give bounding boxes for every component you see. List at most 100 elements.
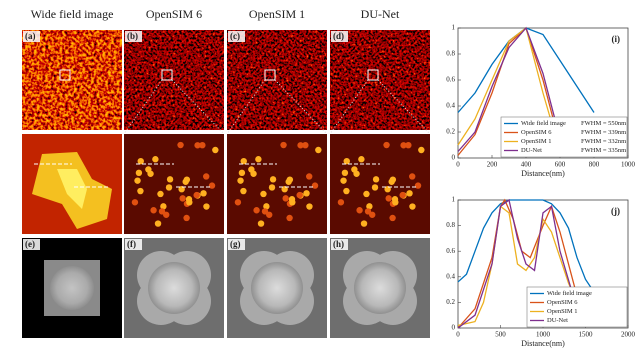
spot <box>212 146 219 154</box>
spot <box>280 141 287 149</box>
spot <box>414 182 422 189</box>
blur-core <box>57 169 87 209</box>
spot <box>131 199 139 206</box>
chart-label: (j) <box>611 206 620 216</box>
spot <box>134 177 141 184</box>
x-tick-label: 600 <box>555 161 566 169</box>
x-tick-label: 800 <box>589 161 600 169</box>
roi-box <box>367 69 379 81</box>
legend-label: DU-Net <box>547 317 568 324</box>
legend-box <box>500 116 628 158</box>
panel-label: (e) <box>25 239 35 249</box>
x-tick-label: 0 <box>456 331 460 339</box>
spot <box>240 157 247 165</box>
spot <box>409 203 416 210</box>
spot <box>183 176 191 183</box>
legend-fwhm: FWHM = 339nm <box>581 129 626 136</box>
panel-label-bg <box>331 239 348 250</box>
chart-label: (i) <box>612 34 621 44</box>
spot <box>208 182 216 189</box>
x-tick-label: 500 <box>495 331 506 339</box>
series-line <box>457 198 587 329</box>
column-header: DU-Net <box>361 7 400 21</box>
zoom-guide <box>123 79 163 135</box>
spectrum-core <box>50 266 94 310</box>
spot <box>302 141 309 149</box>
y-tick-label: 0.6 <box>446 76 455 84</box>
spot <box>385 195 392 202</box>
roi-box <box>161 69 173 81</box>
spot <box>371 184 379 191</box>
roi-box <box>264 69 276 81</box>
zoom-guide <box>171 79 225 135</box>
spot <box>240 187 247 195</box>
zoom-image <box>124 134 224 234</box>
spot <box>137 157 144 165</box>
spot <box>389 176 397 183</box>
raw-image-noise <box>22 30 122 130</box>
spot <box>286 214 293 222</box>
series-line <box>457 26 561 152</box>
y-tick-label: 0.4 <box>446 102 455 110</box>
spot <box>391 196 399 203</box>
spot <box>199 141 206 149</box>
y-tick-label: 0.8 <box>446 50 455 58</box>
spot <box>185 196 193 203</box>
spot <box>137 187 144 195</box>
legend-fwhm: FWHM = 335nm <box>581 147 626 154</box>
spot <box>363 190 370 198</box>
spot <box>253 207 260 214</box>
legend-label: OpenSIM 6 <box>547 299 578 306</box>
spot <box>200 190 207 197</box>
x-tick-label: 400 <box>521 161 532 169</box>
series-line <box>457 26 561 156</box>
panel-label-bg <box>331 31 348 42</box>
spot <box>409 173 416 180</box>
raw-image-noise <box>330 30 430 130</box>
x-tick-label: 200 <box>487 161 498 169</box>
legend-label: OpenSIM 6 <box>521 129 552 136</box>
spot <box>389 214 396 222</box>
y-tick-label: 0.6 <box>446 247 455 255</box>
spot <box>179 195 186 202</box>
spot <box>165 184 173 191</box>
y-tick-label: 0 <box>452 324 456 332</box>
panel-label: (f) <box>127 239 136 249</box>
column-header: Wide field image <box>31 7 114 21</box>
x-axis-label: Distance(nm) <box>521 339 565 348</box>
spot <box>353 170 360 177</box>
x-tick-label: 1000 <box>621 161 636 169</box>
spot <box>282 195 289 202</box>
spot <box>364 208 372 215</box>
y-tick-label: 0.2 <box>446 298 455 306</box>
spot <box>268 184 276 191</box>
spot <box>399 191 406 199</box>
panel-label-bg <box>23 31 40 42</box>
raw-image-noise <box>227 30 327 130</box>
spot <box>166 176 174 183</box>
y-tick-label: 0.4 <box>446 272 455 280</box>
x-tick-label: 0 <box>456 161 460 169</box>
zoom-image <box>330 134 430 234</box>
spot <box>281 185 288 193</box>
spot <box>260 190 267 198</box>
spot <box>154 220 162 227</box>
spot <box>315 146 322 154</box>
panel-label-bg <box>125 239 142 250</box>
spot <box>288 196 296 203</box>
x-tick-label: 1000 <box>536 331 551 339</box>
y-tick-label: 0.2 <box>446 128 455 136</box>
x-tick-label: 2000 <box>621 331 636 339</box>
spot <box>306 173 313 180</box>
spot <box>360 220 368 227</box>
raw-image-noise <box>124 30 224 130</box>
panel-label: (c) <box>230 31 240 41</box>
column-header: OpenSIM 6 <box>146 7 202 21</box>
zoom-guide <box>226 79 266 135</box>
spot <box>158 208 166 215</box>
spot <box>343 157 350 165</box>
spot <box>160 203 167 210</box>
legend-label: DU-Net <box>521 147 542 154</box>
spot <box>178 185 185 193</box>
spot <box>343 187 350 195</box>
